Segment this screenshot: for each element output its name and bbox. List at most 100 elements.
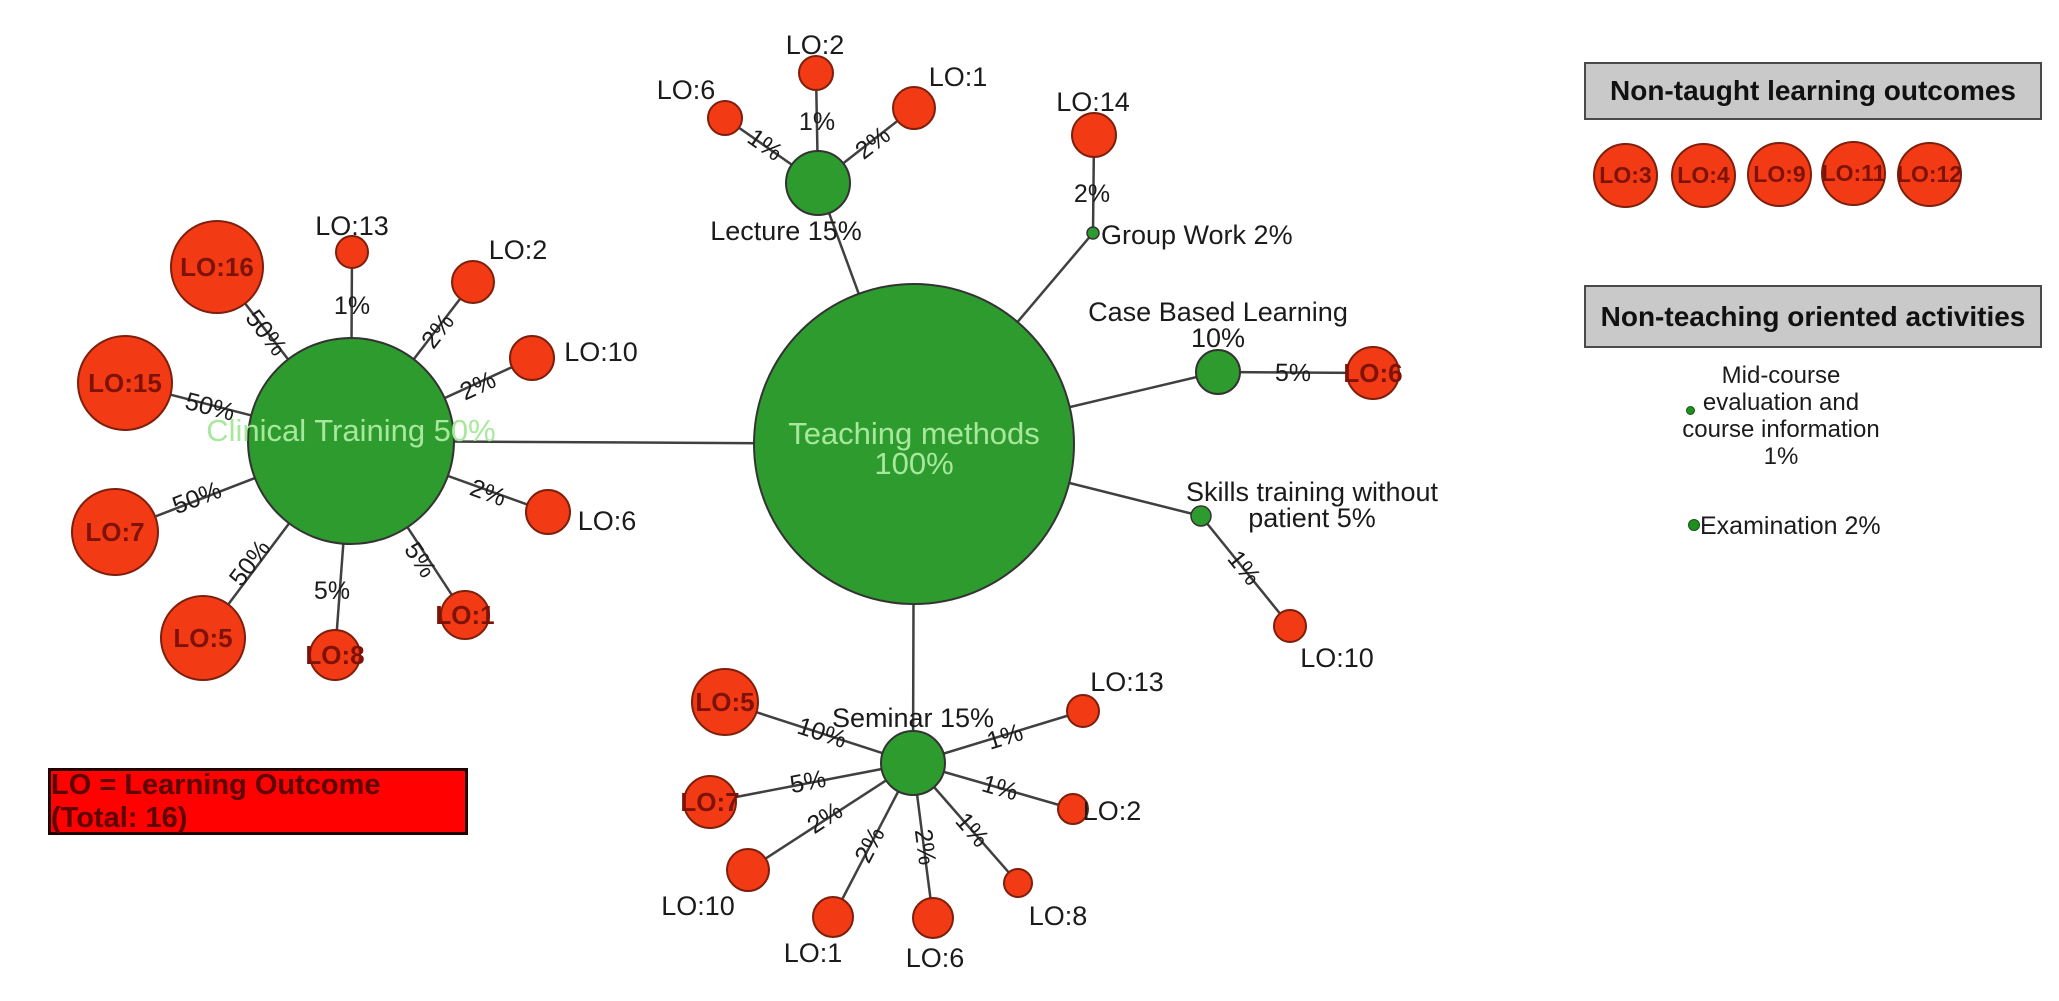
outcome-node-lec-lo2 [798, 55, 834, 91]
groupwork-label: Group Work 2% [1101, 220, 1293, 250]
examination-label: Examination 2% [1700, 512, 1881, 540]
activity-node-lecture [785, 150, 851, 216]
lec-lo1-label: LO:1 [929, 62, 988, 92]
legend-header-non-taught: Non-taught learning outcomes [1584, 62, 2042, 120]
outcome-node-ct-lo15 [77, 335, 173, 431]
edge-skills-sk-lo10-percent-label: 1% [1222, 545, 1267, 591]
outcome-node-ct-lo13 [335, 235, 369, 269]
edge-cbl-cbl-lo6-percent-label: 5% [1275, 359, 1311, 387]
outcome-node-sem-lo1 [812, 896, 854, 938]
outcome-node-gw-lo14 [1071, 112, 1117, 158]
edge-clinical-ct-lo10-percent-label: 2% [456, 366, 501, 407]
midcourse-dot [1686, 406, 1695, 415]
outcome-node-ct-lo5 [160, 595, 246, 681]
edge-seminar-sem-lo10-percent-label: 2% [802, 796, 848, 839]
outcome-node-lec-lo1 [892, 86, 936, 130]
activity-node-teaching [753, 283, 1075, 605]
sem-lo2-label: LO:2 [1083, 796, 1142, 826]
legend-chip-lo12: LO:12 [1897, 142, 1962, 207]
outcome-node-ct-lo1 [440, 590, 490, 640]
ct-lo7-label: LO:7 [85, 517, 144, 547]
legend-chip-lo3: LO:3 [1593, 143, 1658, 208]
ct-lo5-label: LO:5 [173, 623, 232, 653]
activity-node-seminar [880, 730, 946, 796]
edge-seminar-sem-lo2-percent-label: 1% [979, 770, 1021, 807]
sem-lo1-label: LO:1 [784, 938, 843, 968]
edge-seminar-sem-lo1-percent-label: 2% [849, 823, 891, 868]
outcome-node-sem-lo5 [691, 668, 759, 736]
ct-lo10-label: LO:10 [564, 337, 638, 367]
note-box-label: LO = Learning Outcome (Total: 16) [51, 768, 381, 834]
ct-lo6-label: LO:6 [578, 506, 637, 536]
legend-chip-lo12-label: LO:12 [1896, 161, 1963, 187]
sem-lo8-label: LO:8 [1029, 901, 1088, 931]
legend-chip-lo11: LO:11 [1821, 141, 1886, 206]
outcome-node-ct-lo16 [170, 220, 264, 314]
outcome-node-sem-lo2 [1057, 793, 1089, 825]
outcome-node-sem-lo6 [912, 897, 954, 939]
ct-lo15-label: LO:15 [88, 368, 162, 398]
outcome-node-sem-lo10 [726, 848, 770, 892]
outcome-node-sem-lo13 [1066, 694, 1100, 728]
teaching-label: Teaching methods 100% [788, 416, 1040, 481]
ct-lo16-label: LO:16 [180, 252, 254, 282]
lecture-label: Lecture 15% [710, 216, 862, 246]
legend-chip-lo4: LO:4 [1671, 143, 1736, 208]
legend-header-non-teaching: Non-teaching oriented activities [1584, 285, 2042, 348]
outcome-node-lec-lo6 [707, 100, 743, 136]
nodes-layer [71, 55, 1400, 939]
edge-clinical-ct-lo7-percent-label: 50% [169, 476, 226, 520]
sk-lo10-label: LO:10 [1300, 643, 1374, 673]
skills-label: Skills training without patient 5% [1186, 477, 1439, 533]
ct-lo8-label: LO:8 [305, 640, 364, 670]
outcome-node-sem-lo8 [1003, 868, 1033, 898]
cbl-label: Case Based Learning 10% [1088, 297, 1348, 353]
edge-skills-sk-lo10 [1200, 515, 1291, 627]
outcome-node-ct-lo8 [309, 629, 361, 681]
outcome-node-cbl-lo6 [1346, 346, 1400, 400]
legend-chip-lo4-label: LO:4 [1677, 162, 1730, 188]
edge-seminar-sem-lo7 [709, 761, 914, 804]
legend-chip-lo3-label: LO:3 [1599, 162, 1652, 188]
note-box: LO = Learning Outcome (Total: 16) [48, 768, 468, 835]
edge-clinical-ct-lo5-percent-label: 50% [224, 535, 276, 592]
outcome-node-ct-lo10 [509, 335, 555, 381]
legend-header-non-teaching-title: Non-teaching oriented activities [1600, 300, 2026, 332]
activity-node-cbl [1195, 349, 1241, 395]
edge-clinical-ct-lo8-percent-label: 5% [314, 577, 350, 605]
seminar-label: Seminar 15% [832, 703, 994, 733]
activity-node-clinical [247, 337, 455, 545]
legend-chip-lo11-label: LO:11 [1821, 160, 1886, 186]
lec-lo2-label: LO:2 [786, 30, 845, 60]
cbl-lo6-label: LO:6 [1343, 358, 1402, 388]
sem-lo5-label: LO:5 [695, 687, 754, 717]
activity-node-skills [1190, 505, 1212, 527]
edge-clinical-ct-lo1-percent-label: 5% [398, 537, 441, 583]
activity-node-groupwork [1086, 226, 1100, 240]
edge-groupwork-gw-lo14-percent-label: 2% [1074, 180, 1110, 208]
outcome-node-ct-lo6 [525, 489, 571, 535]
examination-dot [1688, 519, 1700, 531]
edge-seminar-sem-lo7-percent-label: 5% [788, 765, 829, 799]
sem-lo13-label: LO:13 [1090, 667, 1164, 697]
legend-chip-lo9-label: LO:9 [1753, 161, 1806, 187]
gw-lo14-label: LO:14 [1056, 87, 1130, 117]
outcome-node-ct-lo7 [71, 488, 159, 576]
ct-lo1-label: LO:1 [435, 600, 494, 630]
outcome-node-sk-lo10 [1273, 609, 1307, 643]
sem-lo10-label: LO:10 [661, 891, 735, 921]
edge-lecture-lec-lo2-percent-label: 1% [799, 108, 835, 136]
ct-lo13-label: LO:13 [315, 211, 389, 241]
midcourse-evaluation-label: Mid-course evaluation and course informa… [1682, 362, 1880, 470]
ct-lo2-label: LO:2 [489, 235, 548, 265]
clinical-label: Clinical Training 50% [206, 413, 495, 448]
lec-lo6-label: LO:6 [657, 75, 716, 105]
edge-seminar-sem-lo6-percent-label: 2% [909, 827, 941, 866]
outcome-node-sem-lo7 [683, 775, 737, 829]
legend-header-non-taught-title: Non-taught learning outcomes [1610, 75, 2016, 106]
sem-lo6-label: LO:6 [906, 943, 965, 973]
sem-lo7-label: LO:7 [680, 787, 739, 817]
outcome-node-ct-lo2 [451, 260, 495, 304]
